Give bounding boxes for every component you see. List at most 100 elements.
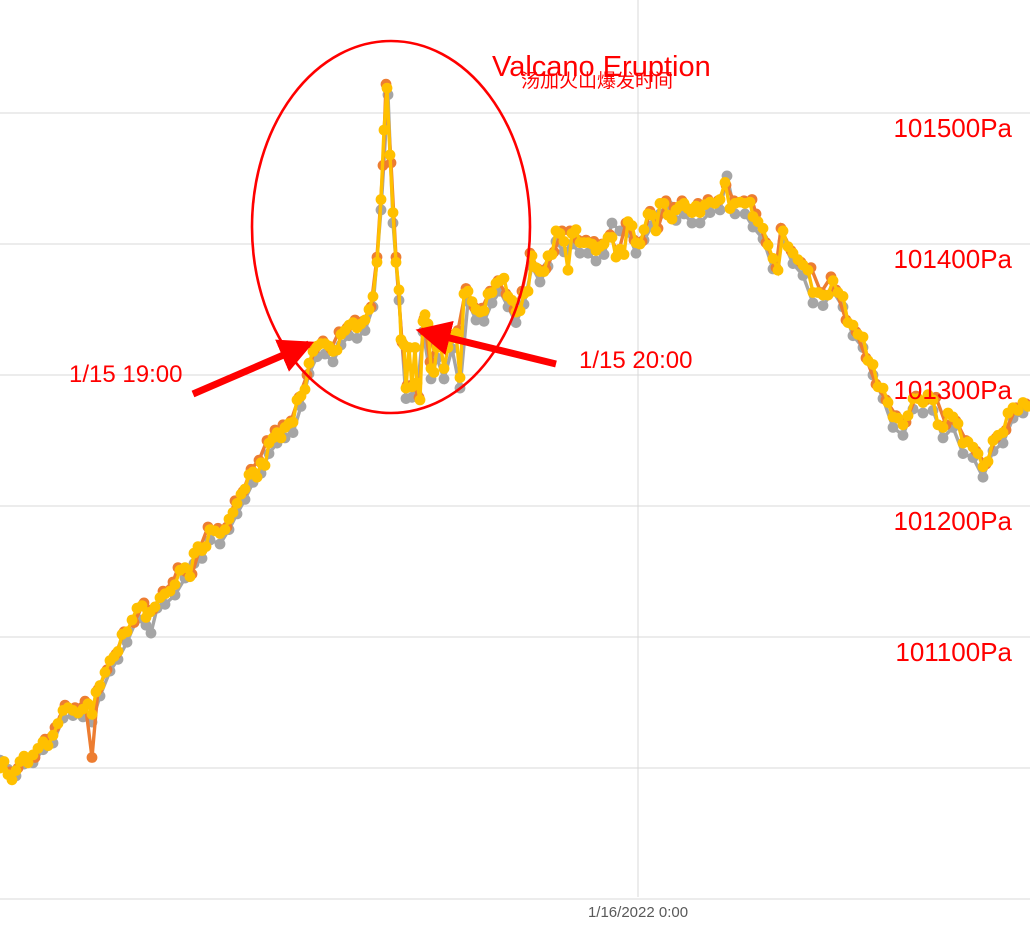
- data-point-gray: [478, 315, 490, 327]
- data-point-yellow: [184, 571, 196, 583]
- data-point-yellow: [972, 448, 984, 459]
- y-axis-tick-label: 101500Pa: [893, 113, 1012, 143]
- data-point-gray: [817, 300, 829, 311]
- data-point-yellow: [121, 626, 133, 638]
- data-point-yellow: [658, 198, 670, 209]
- data-point-yellow: [6, 774, 18, 786]
- data-point-yellow: [522, 285, 534, 297]
- data-point-yellow: [22, 757, 34, 769]
- data-point-yellow: [384, 149, 396, 161]
- data-point-gray: [140, 619, 152, 631]
- data-point-yellow: [259, 460, 271, 471]
- data-point-yellow: [462, 285, 474, 297]
- data-point-yellow: [638, 224, 650, 236]
- data-point-yellow: [86, 708, 98, 720]
- data-point-gray: [694, 217, 706, 229]
- data-point-yellow: [538, 266, 550, 277]
- data-point-yellow: [179, 562, 191, 573]
- data-point-yellow: [251, 471, 263, 483]
- data-point-yellow: [438, 363, 450, 374]
- data-point-yellow: [454, 372, 466, 383]
- data-point-yellow: [997, 427, 1009, 438]
- data-point-yellow: [0, 756, 10, 767]
- data-point-gray: [287, 427, 299, 438]
- annotation-arrow-1: [191, 339, 315, 398]
- data-point-yellow: [231, 498, 243, 509]
- data-point-yellow: [47, 729, 59, 741]
- series-line-yellow: [0, 87, 1030, 784]
- data-point-yellow: [570, 224, 582, 236]
- data-point-gray: [630, 247, 642, 259]
- data-point-yellow: [411, 377, 423, 389]
- data-point-gray: [121, 636, 133, 648]
- data-point-yellow: [381, 82, 393, 94]
- data-point-yellow: [714, 194, 726, 205]
- annotation-19-00-label: 1/15 19:00: [69, 361, 183, 388]
- data-point-yellow: [390, 256, 402, 268]
- data-point-yellow: [877, 382, 889, 394]
- data-point-yellow: [666, 213, 678, 225]
- data-point-gray: [351, 332, 363, 344]
- data-point-yellow: [371, 256, 383, 268]
- data-point-gray: [957, 448, 969, 459]
- data-point-yellow: [498, 272, 510, 284]
- series-orange: [0, 78, 1030, 778]
- x-axis-tick-label: 1/16/2022 0:00: [587, 904, 689, 921]
- y-axis-tick-label: 101300Pa: [893, 375, 1012, 405]
- data-point-yellow: [363, 304, 375, 315]
- data-point-yellow: [882, 397, 894, 408]
- data-point-yellow: [409, 342, 421, 353]
- data-point-yellow: [112, 646, 124, 657]
- data-point-yellow: [387, 207, 399, 219]
- data-point-yellow: [136, 600, 148, 611]
- data-point-gray: [534, 276, 546, 288]
- data-point-yellow: [646, 209, 658, 221]
- series-line-gray: [0, 94, 1024, 779]
- data-point-yellow: [546, 249, 558, 260]
- chart-subtitle-chinese: 汤加火山爆发时间: [521, 71, 674, 92]
- data-point-yellow: [772, 264, 784, 276]
- y-axis-tick-label: 101100Pa: [895, 637, 1012, 667]
- data-point-gray: [486, 297, 498, 309]
- data-point-yellow: [227, 507, 239, 518]
- data-point-yellow: [857, 331, 869, 343]
- annotation-arrow-2: [415, 320, 557, 368]
- y-axis-tick-label: 101400Pa: [893, 244, 1012, 274]
- data-point-yellow: [917, 397, 929, 408]
- data-point-yellow: [149, 601, 161, 613]
- data-point-yellow: [219, 524, 231, 535]
- data-point-yellow: [744, 196, 756, 208]
- data-point-yellow: [359, 314, 371, 326]
- data-point-orange: [86, 752, 98, 763]
- eruption-highlight-ellipse: [250, 39, 532, 415]
- data-point-yellow: [1012, 405, 1024, 416]
- data-point-yellow: [562, 264, 574, 276]
- data-point-yellow: [927, 394, 939, 406]
- series-gray: [0, 89, 1029, 782]
- data-point-yellow: [952, 418, 964, 429]
- data-point-yellow: [757, 222, 769, 234]
- data-point-yellow: [618, 249, 630, 260]
- annotation-20-00-label: 1/15 20:00: [579, 347, 693, 374]
- data-point-yellow: [239, 483, 251, 495]
- data-point-yellow: [694, 207, 706, 219]
- data-point-yellow: [94, 680, 106, 691]
- data-point-yellow: [169, 579, 181, 590]
- data-point-gray: [214, 538, 226, 550]
- data-point-gray: [327, 356, 339, 368]
- data-point-yellow: [558, 236, 570, 247]
- data-point-yellow: [442, 342, 454, 353]
- data-point-yellow: [506, 294, 518, 306]
- data-point-yellow: [419, 309, 431, 321]
- data-point-yellow: [822, 289, 834, 301]
- data-point-yellow: [802, 264, 814, 276]
- data-point-yellow: [606, 232, 618, 243]
- data-point-gray: [807, 297, 819, 309]
- data-point-gray: [590, 255, 602, 267]
- data-point-yellow: [275, 432, 287, 444]
- data-point-yellow: [287, 416, 299, 428]
- data-point-yellow: [634, 238, 646, 250]
- data-point-yellow: [331, 344, 343, 356]
